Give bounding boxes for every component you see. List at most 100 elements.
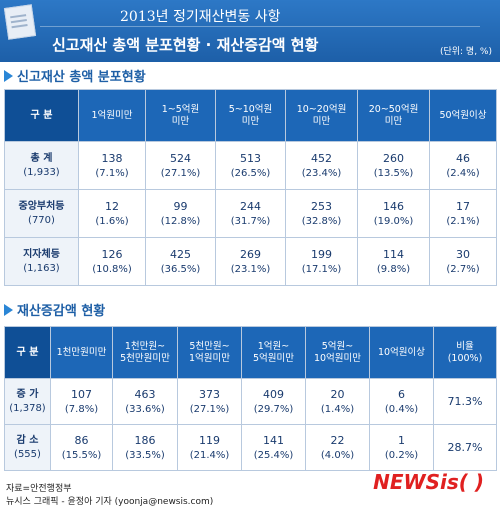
section2-title: 재산증감액 현황 <box>4 300 105 319</box>
cell-value: 409 <box>263 387 284 401</box>
column-header: 5~10억원 미만 <box>215 89 286 142</box>
cell-value: 146 <box>383 199 404 213</box>
cell-percent: (7.1%) <box>95 167 129 179</box>
table-cell: 12 (1.6%) <box>78 189 146 238</box>
table-cell: 186 (33.5%) <box>112 424 178 471</box>
table-cell: 141 (25.4%) <box>241 424 306 471</box>
cell-value: 107 <box>71 387 92 401</box>
cell-percent: (25.4%) <box>253 449 294 461</box>
unit-label: (단위: 명, %) <box>439 47 492 57</box>
table-cell: 126 (10.8%) <box>78 237 146 286</box>
table-cell: 425 (36.5%) <box>145 237 216 286</box>
table-cell: 199 (17.1%) <box>285 237 358 286</box>
cell-percent: (0.4%) <box>384 403 419 415</box>
table-cell: 86 (15.5%) <box>50 424 113 471</box>
asset-distribution-table: 구 분 1억원미만 1~5억원 미만 5~10억원 미만 10~20억원 미만 20~… <box>4 89 497 286</box>
table-row: 총 계 (1,933) 138 (7.1%) 524 (27.1%) 513 (26.5… <box>4 141 497 190</box>
cell-percent: (33.5%) <box>125 449 165 461</box>
row-count: (555) <box>14 448 41 460</box>
arrow-icon <box>4 304 13 316</box>
cell-percent: (10.8%) <box>92 263 132 275</box>
corner-cell: 구 분 <box>4 89 79 142</box>
row-name: 총 계 <box>30 152 53 164</box>
table-cell: 253 (32.8%) <box>285 189 358 238</box>
table-cell: 107 (7.8%) <box>50 378 113 425</box>
row-header: 총 계 (1,933) <box>4 141 79 190</box>
arrow-icon <box>4 70 13 82</box>
row-count: (1,933) <box>23 166 60 178</box>
header-top-bar: 2013년 정기재산변동 사항 <box>40 4 480 27</box>
table-cell: 269 (23.1%) <box>215 237 286 286</box>
table-cell: 99 (12.8%) <box>145 189 216 238</box>
rate-cell: 28.7% <box>433 424 497 471</box>
cell-value: 253 <box>311 199 332 213</box>
cell-percent: (1.6%) <box>95 215 129 227</box>
cell-percent: (2.1%) <box>446 215 480 227</box>
cell-percent: (2.7%) <box>446 263 480 275</box>
cell-percent: (21.4%) <box>189 449 230 461</box>
table-cell: 119 (21.4%) <box>177 424 242 471</box>
cell-percent: (36.5%) <box>160 263 201 275</box>
cell-percent: (4.0%) <box>320 449 355 461</box>
rate-cell: 71.3% <box>433 378 497 425</box>
table-cell: 409 (29.7%) <box>241 378 306 425</box>
table-cell: 260 (13.5%) <box>357 141 430 190</box>
year-title: 2013년 정기재산변동 사항 <box>120 9 281 25</box>
cell-value: 463 <box>134 387 156 401</box>
cell-value: 22 <box>330 433 345 447</box>
column-header: 비율 (100%) <box>433 326 497 379</box>
cell-value: 269 <box>240 247 261 261</box>
cell-value: 114 <box>383 247 404 261</box>
table-cell: 22 (4.0%) <box>305 424 370 471</box>
cell-value: 524 <box>170 151 191 165</box>
cell-percent: (13.5%) <box>373 167 414 179</box>
cell-value: 126 <box>101 247 123 261</box>
table-cell: 513 (26.5%) <box>215 141 286 190</box>
cell-value: 12 <box>105 199 119 213</box>
row-count: (1,163) <box>23 262 60 274</box>
row-name: 증 가 <box>16 388 39 400</box>
header-banner: 2013년 정기재산변동 사항 신고재산 총액 분포현황 · 재산증감액 현황 … <box>0 0 500 62</box>
cell-value: 186 <box>134 433 156 447</box>
cell-value: 119 <box>199 433 220 447</box>
cell-value: 373 <box>199 387 220 401</box>
table-cell: 30 (2.7%) <box>429 237 497 286</box>
table-cell: 146 (19.0%) <box>357 189 430 238</box>
table-cell: 244 (31.7%) <box>215 189 286 238</box>
cell-value: 452 <box>311 151 332 165</box>
row-header: 중앙부처등 (770) <box>4 189 79 238</box>
row-header: 증 가 (1,378) <box>4 378 51 425</box>
cell-value: 46 <box>456 151 470 165</box>
column-header: 50억원이상 <box>429 89 497 142</box>
row-count: (1,378) <box>9 402 46 414</box>
newsis-logo: NEWSis( ) <box>373 470 484 494</box>
table-cell: 114 (9.8%) <box>357 237 430 286</box>
cell-percent: (32.8%) <box>301 215 342 227</box>
row-name: 감 소 <box>16 434 39 446</box>
table-header-row: 구 분 1억원미만 1~5억원 미만 5~10억원 미만 10~20억원 미만 20~… <box>4 89 497 142</box>
source-text: 자료=안전행정부 <box>6 484 72 494</box>
cell-percent: (0.2%) <box>384 449 419 461</box>
cell-percent: (29.7%) <box>253 403 294 415</box>
table-row: 증 가 (1,378) 107 (7.8%) 463 (33.6%) 373 (27.1… <box>4 378 497 425</box>
table-row: 감 소 (555) 86 (15.5%) 186 (33.5%) 119 (21.4%)… <box>4 424 497 471</box>
cell-value: 1 <box>398 433 405 447</box>
table-cell: 1 (0.2%) <box>369 424 434 471</box>
cell-value: 86 <box>74 433 89 447</box>
row-header: 감 소 (555) <box>4 424 51 471</box>
cell-value: 513 <box>240 151 261 165</box>
credit-text: 뉴시스 그래픽 - 윤정아 기자 (yoonja@newsis.com) <box>6 497 214 507</box>
table-cell: 6 (0.4%) <box>369 378 434 425</box>
table-row: 지자체등 (1,163) 126 (10.8%) 425 (36.5%) 269 (23… <box>4 237 497 286</box>
row-name: 지자체등 <box>23 248 60 260</box>
column-header: 1~5억원 미만 <box>145 89 216 142</box>
cell-percent: (15.5%) <box>61 449 102 461</box>
column-header: 5천만원~ 1억원미만 <box>177 326 242 379</box>
column-header: 5억원~ 10억원미만 <box>305 326 370 379</box>
cell-percent: (31.7%) <box>230 215 271 227</box>
cell-value: 425 <box>170 247 191 261</box>
cell-percent: (2.4%) <box>446 167 480 179</box>
table-cell: 373 (27.1%) <box>177 378 242 425</box>
table-header-row: 구 분 1천만원미만 1천만원~ 5천만원미만 5천만원~ 1억원미만 1억원~ 5억… <box>4 326 497 379</box>
cell-percent: (19.0%) <box>373 215 414 227</box>
